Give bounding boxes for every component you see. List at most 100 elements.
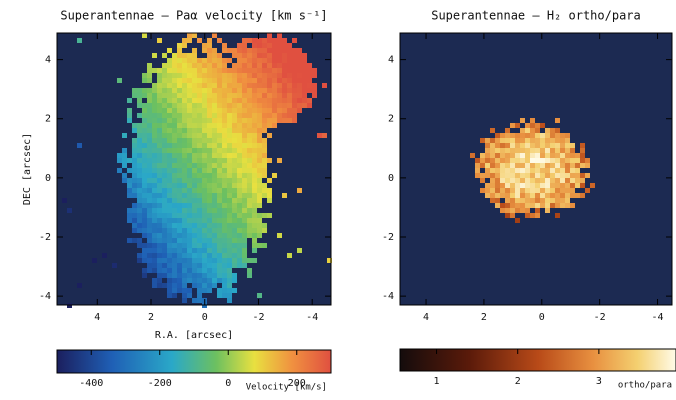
map-pixel <box>137 133 142 138</box>
map-pixel <box>535 198 540 203</box>
map-pixel <box>217 263 222 268</box>
map-pixel <box>202 103 207 108</box>
map-pixel <box>217 98 222 103</box>
map-pixel <box>227 288 232 293</box>
map-pixel <box>267 58 272 63</box>
map-pixel <box>142 223 147 228</box>
map-pixel <box>227 68 232 73</box>
map-pixel <box>570 188 575 193</box>
map-pixel <box>172 213 177 218</box>
x-tick-label: -2 <box>594 312 606 323</box>
map-pixel <box>202 73 207 78</box>
map-pixel <box>182 138 187 143</box>
map-pixel <box>257 118 262 123</box>
map-pixel <box>565 178 570 183</box>
map-pixel <box>217 183 222 188</box>
map-pixel <box>197 143 202 148</box>
map-pixel <box>530 163 535 168</box>
map-pixel <box>485 173 490 178</box>
map-pixel <box>157 98 162 103</box>
map-pixel <box>202 213 207 218</box>
map-pixel <box>132 173 137 178</box>
map-pixel <box>167 198 172 203</box>
map-pixel <box>182 88 187 93</box>
map-pixel <box>565 143 570 148</box>
map-pixel <box>232 253 237 258</box>
map-pixel <box>565 138 570 143</box>
map-pixel <box>505 188 510 193</box>
map-pixel <box>500 143 505 148</box>
map-pixel <box>267 108 272 113</box>
map-pixel <box>222 258 227 263</box>
map-pixel <box>560 153 565 158</box>
map-pixel <box>282 103 287 108</box>
map-pixel <box>207 68 212 73</box>
map-pixel <box>132 203 137 208</box>
map-pixel <box>202 168 207 173</box>
map-pixel <box>212 33 217 38</box>
map-pixel <box>525 123 530 128</box>
map-pixel <box>242 88 247 93</box>
map-pixel <box>257 143 262 148</box>
map-pixel <box>227 208 232 213</box>
map-pixel <box>510 193 515 198</box>
map-pixel <box>137 213 142 218</box>
map-pixel <box>187 273 192 278</box>
map-pixel <box>212 163 217 168</box>
map-pixel <box>187 178 192 183</box>
map-pixel <box>495 173 500 178</box>
map-pixel <box>172 63 177 68</box>
map-pixel <box>132 218 137 223</box>
map-pixel <box>117 168 122 173</box>
map-pixel <box>252 88 257 93</box>
map-pixel <box>177 198 182 203</box>
map-pixel <box>202 188 207 193</box>
map-pixel <box>282 63 287 68</box>
map-pixel <box>222 143 227 148</box>
map-pixel <box>187 293 192 298</box>
map-pixel <box>182 223 187 228</box>
map-pixel <box>172 193 177 198</box>
map-pixel <box>282 83 287 88</box>
map-pixel <box>297 68 302 73</box>
map-pixel <box>257 233 262 238</box>
map-pixel <box>585 158 590 163</box>
map-pixel <box>217 238 222 243</box>
map-pixel <box>187 183 192 188</box>
map-pixel <box>515 173 520 178</box>
map-pixel <box>287 113 292 118</box>
map-pixel <box>277 58 282 63</box>
map-pixel <box>142 103 147 108</box>
map-pixel <box>495 133 500 138</box>
map-pixel <box>152 198 157 203</box>
map-pixel <box>272 103 277 108</box>
map-pixel <box>162 208 167 213</box>
map-pixel <box>510 203 515 208</box>
map-pixel <box>222 153 227 158</box>
map-pixel <box>202 128 207 133</box>
map-pixel <box>152 68 157 73</box>
colorbar-label: ortho/para <box>618 381 672 391</box>
map-pixel <box>202 273 207 278</box>
map-pixel <box>172 113 177 118</box>
map-pixel <box>162 203 167 208</box>
map-pixel <box>202 208 207 213</box>
map-pixel <box>555 153 560 158</box>
map-pixel <box>192 133 197 138</box>
map-pixel <box>167 268 172 273</box>
map-pixel <box>192 103 197 108</box>
map-pixel <box>297 248 302 253</box>
map-pixel <box>147 238 152 243</box>
map-pixel <box>510 138 515 143</box>
map-pixel <box>217 148 222 153</box>
map-pixel <box>242 243 247 248</box>
map-pixel <box>222 123 227 128</box>
map-pixel <box>222 218 227 223</box>
map-pixel <box>227 103 232 108</box>
map-pixel <box>232 128 237 133</box>
map-pixel <box>217 88 222 93</box>
colorbar-tick-label: -200 <box>148 378 172 389</box>
map-pixel <box>580 193 585 198</box>
map-pixel <box>177 63 182 68</box>
map-pixel <box>227 113 232 118</box>
